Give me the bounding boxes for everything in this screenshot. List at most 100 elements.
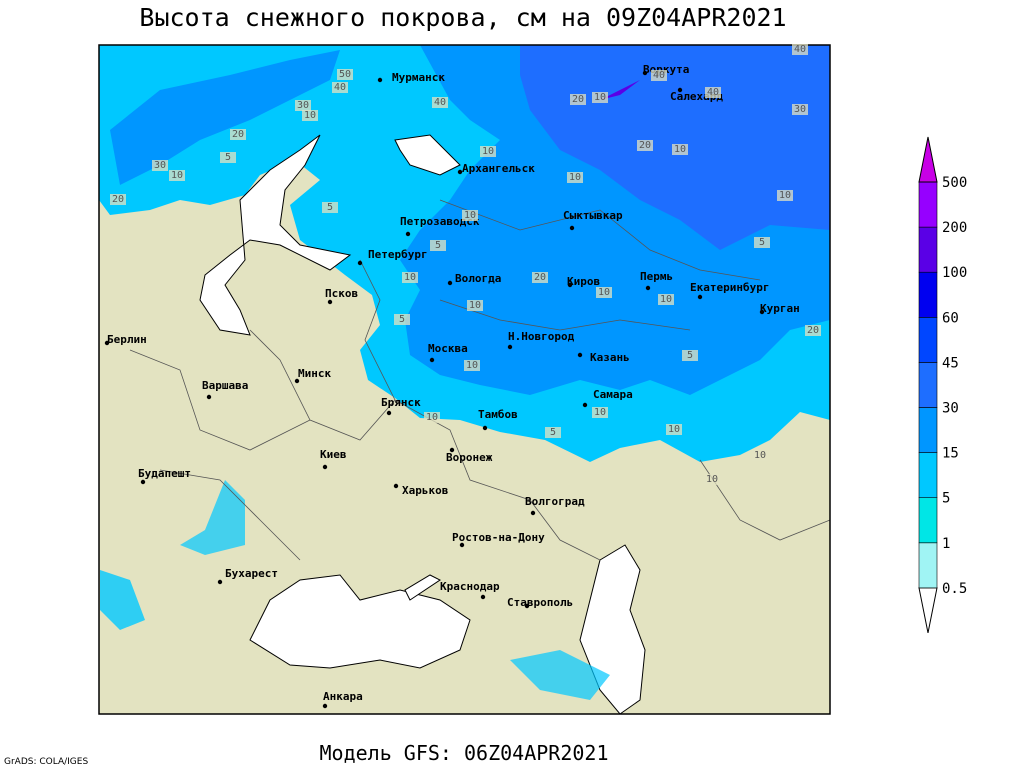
city-dot: [377, 77, 383, 83]
contour-label: 20: [232, 129, 244, 140]
city-label: Архангельск: [462, 162, 535, 175]
city-label: Берлин: [107, 333, 147, 346]
city-dot: [677, 87, 683, 93]
legend-label: 60: [942, 310, 959, 326]
contour-label: 10: [569, 172, 581, 183]
contour-label-bg: [467, 300, 483, 311]
city-label: Петрозаводск: [400, 215, 480, 228]
city-label: Сыктывкар: [563, 209, 623, 222]
map: [98, 44, 831, 715]
city-dot: [322, 464, 328, 470]
legend-label: 500: [942, 175, 967, 191]
contour-label: 10: [304, 110, 316, 121]
city-label: Брянск: [381, 396, 421, 409]
city-dot: [327, 299, 333, 305]
city-dot: [393, 483, 399, 489]
contour-label-bg: [152, 160, 168, 171]
contour-label: 20: [572, 94, 584, 105]
legend-box: [918, 407, 938, 453]
contour-label: 40: [334, 82, 346, 93]
city-label: Варшава: [202, 379, 248, 392]
contour-label-bg: [110, 194, 126, 205]
contour-label-bg: [792, 44, 808, 55]
legend-box: [918, 271, 938, 318]
city-dot: [759, 309, 765, 315]
legend-box: [918, 497, 938, 544]
city-dot: [206, 394, 212, 400]
contour-label-bg: [705, 87, 721, 98]
contour-label-bg: [532, 272, 548, 283]
legend-box: [918, 316, 938, 363]
city-label: Волгоград: [525, 495, 585, 508]
city-label: Курган: [760, 302, 800, 315]
city-dot: [429, 357, 435, 363]
contour-label: 30: [154, 160, 166, 171]
city-dot: [104, 340, 110, 346]
white-sea: [394, 134, 461, 176]
contour-label: 20: [807, 325, 819, 336]
city-dot: [217, 579, 223, 585]
city-label: Минск: [298, 367, 331, 380]
city-dot: [582, 402, 588, 408]
city-dot: [645, 285, 651, 291]
contour-label: 20: [112, 194, 124, 205]
city-label: Казань: [590, 351, 630, 364]
city-dot: [140, 479, 146, 485]
contour-label-bg: [462, 210, 478, 221]
legend-label: 1: [942, 536, 950, 552]
legend-label: 100: [942, 265, 967, 281]
contour-label: 5: [399, 314, 405, 325]
city-label: Будапешт: [138, 467, 191, 480]
city-dot: [322, 703, 328, 709]
contour-label: 10: [469, 300, 481, 311]
city-dot: [480, 594, 486, 600]
city-label: Псков: [325, 287, 358, 300]
contour-label-bg: [752, 450, 768, 461]
city-dot: [507, 344, 513, 350]
contour-label-bg: [651, 70, 667, 81]
city-dot: [577, 352, 583, 358]
cities: Мурманск Архангельск Петрозаводск Петербург…: [104, 63, 800, 709]
contour-label-bg: [658, 294, 674, 305]
legend-box: [918, 362, 938, 408]
city-dot: [294, 378, 300, 384]
city-dot: [449, 447, 455, 453]
contour-label-bg: [592, 407, 608, 418]
snow-caucasus: [510, 650, 610, 700]
city-dot: [569, 225, 575, 231]
contour-label-bg: [637, 140, 653, 151]
contour-label: 10: [404, 272, 416, 283]
subtitle: Модель GFS: 06Z04APR2021: [320, 741, 609, 765]
contour-label-bg: [672, 144, 688, 155]
contour-label-bg: [230, 129, 246, 140]
city-label: Краснодар: [440, 580, 500, 593]
city-label: Тамбов: [478, 408, 518, 421]
contour-label: 10: [668, 424, 680, 435]
contour-label: 20: [639, 140, 651, 151]
legend-label: 30: [942, 401, 959, 417]
contour-label-bg: [332, 82, 348, 93]
contour-label-bg: [394, 314, 410, 325]
contour-label-bg: [302, 110, 318, 121]
map-frame: [98, 44, 831, 715]
legend-label: 15: [942, 446, 959, 462]
contour-label-bg: [570, 94, 586, 105]
legend-box: [918, 542, 938, 589]
contour-label: 20: [534, 272, 546, 283]
baltic-sea: [199, 134, 352, 336]
legend-triangle: [918, 136, 938, 183]
contour-label-bg: [792, 104, 808, 115]
city-dot: [357, 260, 363, 266]
city-dot: [459, 542, 465, 548]
city-label: Бухарест: [225, 567, 278, 580]
city-dot: [447, 280, 453, 286]
contour-label: 10: [598, 287, 610, 298]
contour-label: 10: [594, 92, 606, 103]
contour-label: 10: [594, 407, 606, 418]
contour-label: 10: [466, 360, 478, 371]
contour-label-bg: [704, 474, 720, 485]
title: Высота снежного покрова, см на 09Z04APR2…: [139, 3, 786, 32]
city-dot: [405, 231, 411, 237]
